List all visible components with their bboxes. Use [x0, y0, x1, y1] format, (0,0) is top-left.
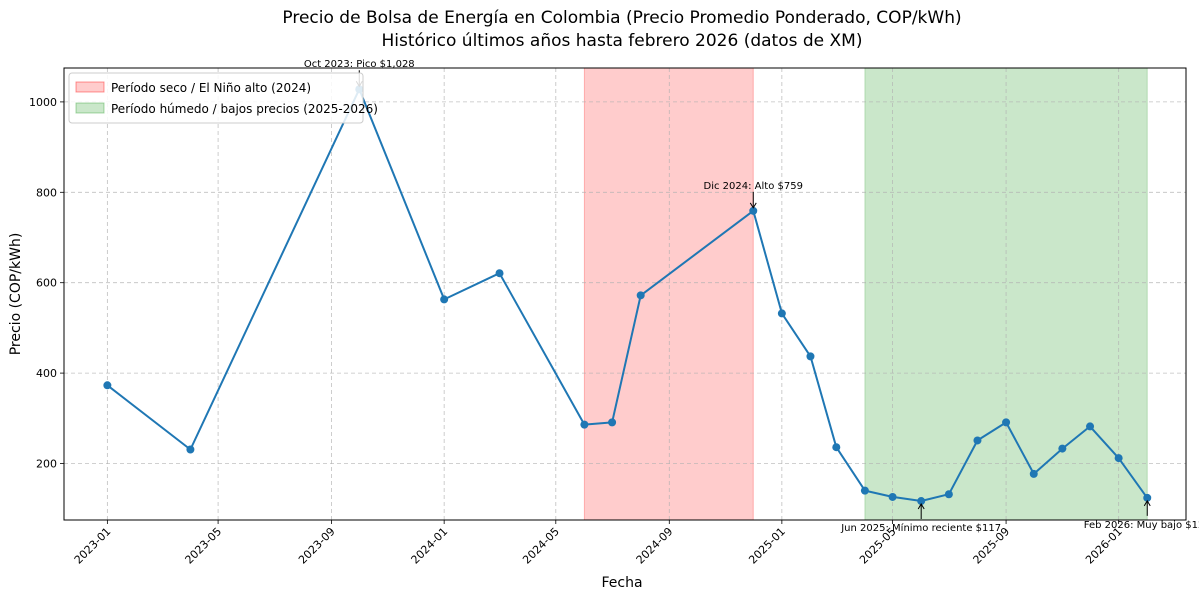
data-point [860, 486, 869, 495]
data-point [777, 309, 786, 318]
annotation-arrowhead [917, 503, 925, 510]
y-tick-label: 600 [36, 277, 57, 290]
data-point [636, 291, 645, 300]
x-axis-label: Fecha [601, 575, 642, 591]
annotation-arrowhead [749, 202, 757, 209]
legend-label-2: Período húmedo / bajos precios (2025-202… [111, 102, 378, 116]
chart-subtitle: Histórico últimos años hasta febrero 202… [382, 31, 863, 51]
grid-layer [64, 68, 1186, 520]
data-point [495, 269, 504, 278]
data-point [186, 445, 195, 454]
y-tick-label: 400 [36, 367, 57, 380]
x-tick-label: 2026-01 [1083, 525, 1125, 567]
x-tick-label: 2025-01 [746, 525, 788, 567]
data-point [1002, 418, 1011, 427]
annotation-arrowhead [1143, 499, 1151, 507]
chart-title: Precio de Bolsa de Energía en Colombia (… [282, 8, 961, 28]
shaded-span-1 [583, 67, 754, 521]
data-point [832, 443, 841, 452]
x-tick-label: 2023-01 [72, 525, 114, 567]
data-point [1058, 444, 1067, 453]
y-axis-label: Precio (COP/kWh) [8, 233, 24, 356]
legend-box [68, 72, 364, 124]
y-tick-label: 800 [36, 186, 57, 199]
data-point [1114, 454, 1123, 463]
x-tick-label: 2024-09 [634, 525, 676, 567]
data-point [973, 436, 982, 445]
data-point [1086, 422, 1095, 431]
data-point [103, 381, 112, 390]
legend-label-1: Período seco / El Niño alto (2024) [111, 81, 311, 95]
legend: Período seco / El Niño alto (2024) Períod… [68, 72, 378, 124]
x-tick-label: 2023-05 [183, 525, 225, 567]
x-tick-label: 2024-05 [520, 525, 562, 567]
legend-swatch-1 [75, 81, 105, 93]
legend-swatch-2 [75, 102, 105, 114]
data-point [1143, 493, 1152, 502]
y-tick-label: 1000 [29, 96, 57, 109]
annotation-label: Feb 2026: Muy bajo $124 [1084, 520, 1199, 531]
data-point [917, 497, 926, 506]
annotation-label: Dic 2024: Alto $759 [704, 181, 803, 192]
data-point [749, 206, 758, 215]
y-tick-label: 200 [36, 458, 57, 471]
x-tick-label: 2023-09 [296, 525, 338, 567]
data-point [608, 418, 617, 427]
data-point [888, 492, 897, 501]
data-point [580, 420, 589, 429]
plot-frame [63, 67, 1187, 521]
x-tick-label: 2024-01 [409, 525, 451, 567]
data-point [440, 295, 449, 304]
data-point [1029, 469, 1038, 478]
data-point [944, 490, 953, 499]
series-layer [103, 85, 1152, 506]
data-point [806, 352, 815, 361]
annotation-label: Oct 2023: Pico $1,028 [304, 59, 415, 70]
annotation-label: Jun 2025: Mínimo reciente $117 [840, 522, 1001, 534]
